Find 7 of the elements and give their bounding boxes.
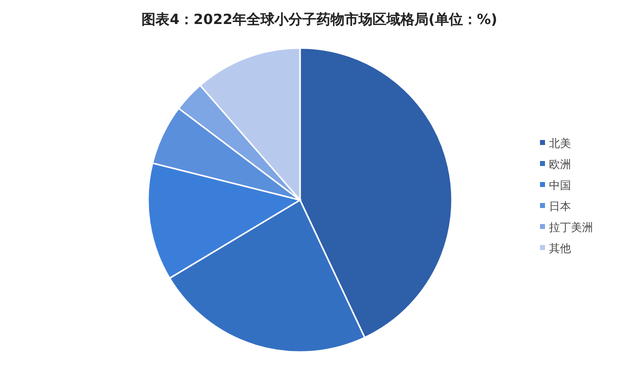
legend-label: 中国 <box>549 179 571 192</box>
legend-label: 日本 <box>549 200 571 213</box>
legend-label: 拉丁美洲 <box>549 221 593 234</box>
legend-label: 北美 <box>549 137 571 150</box>
chart-title: 图表4：2022年全球小分子药物市场区域格局(单位：%) <box>142 11 498 28</box>
legend-label: 其他 <box>549 242 571 255</box>
legend-label: 欧洲 <box>549 158 571 171</box>
